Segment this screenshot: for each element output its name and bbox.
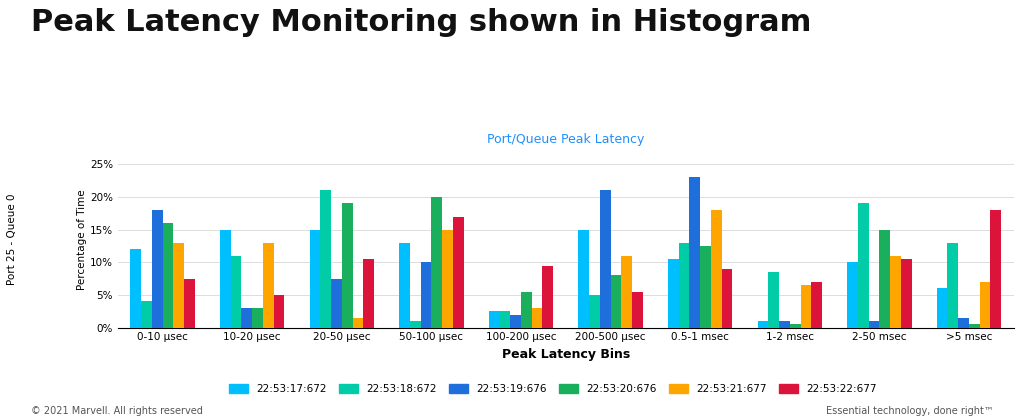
Bar: [510, 315, 521, 328]
Bar: [958, 318, 969, 328]
Bar: [600, 190, 610, 328]
Bar: [579, 230, 589, 328]
Bar: [868, 321, 880, 328]
Bar: [263, 243, 273, 328]
Bar: [141, 302, 152, 328]
Text: Port 25 - Queue 0: Port 25 - Queue 0: [7, 194, 17, 285]
Bar: [668, 259, 679, 328]
Bar: [610, 276, 622, 328]
Bar: [273, 295, 285, 328]
Bar: [622, 256, 632, 328]
Y-axis label: Percentage of Time: Percentage of Time: [77, 189, 87, 290]
Text: Essential technology, done right™: Essential technology, done right™: [825, 406, 993, 416]
Bar: [242, 308, 252, 328]
Bar: [399, 243, 410, 328]
Bar: [689, 177, 700, 328]
Bar: [521, 291, 531, 328]
Bar: [947, 243, 958, 328]
Bar: [722, 269, 732, 328]
Bar: [779, 321, 790, 328]
Bar: [130, 249, 141, 328]
Bar: [969, 324, 980, 328]
Bar: [543, 265, 553, 328]
Bar: [220, 230, 230, 328]
Bar: [937, 289, 947, 328]
Bar: [421, 262, 431, 328]
Bar: [700, 246, 711, 328]
Bar: [442, 230, 453, 328]
Bar: [352, 318, 364, 328]
Bar: [331, 278, 342, 328]
Bar: [488, 311, 500, 328]
Bar: [342, 203, 352, 328]
Bar: [801, 285, 811, 328]
Bar: [679, 243, 689, 328]
Bar: [858, 203, 868, 328]
Bar: [410, 321, 421, 328]
Bar: [321, 190, 331, 328]
Bar: [711, 210, 722, 328]
Bar: [768, 272, 779, 328]
Text: Peak Latency Monitoring shown in Histogram: Peak Latency Monitoring shown in Histogr…: [31, 8, 811, 37]
Bar: [431, 197, 442, 328]
Bar: [847, 262, 858, 328]
Bar: [890, 256, 901, 328]
Bar: [500, 311, 510, 328]
Title: Port/Queue Peak Latency: Port/Queue Peak Latency: [487, 133, 644, 146]
Bar: [309, 230, 321, 328]
Bar: [758, 321, 768, 328]
Bar: [453, 217, 464, 328]
Bar: [880, 230, 890, 328]
X-axis label: Peak Latency Bins: Peak Latency Bins: [502, 348, 630, 361]
Bar: [811, 282, 822, 328]
Bar: [790, 324, 801, 328]
Bar: [980, 282, 990, 328]
Bar: [230, 256, 242, 328]
Bar: [901, 259, 911, 328]
Bar: [152, 210, 163, 328]
Bar: [163, 223, 173, 328]
Legend: 22:53:17:672, 22:53:18:672, 22:53:19:676, 22:53:20:676, 22:53:21:677, 22:53:22:6: 22:53:17:672, 22:53:18:672, 22:53:19:676…: [225, 380, 881, 398]
Bar: [252, 308, 263, 328]
Bar: [184, 278, 195, 328]
Bar: [531, 308, 543, 328]
Bar: [632, 291, 643, 328]
Text: © 2021 Marvell. All rights reserved: © 2021 Marvell. All rights reserved: [31, 406, 203, 416]
Bar: [364, 259, 374, 328]
Bar: [589, 295, 600, 328]
Bar: [173, 243, 184, 328]
Bar: [990, 210, 1001, 328]
